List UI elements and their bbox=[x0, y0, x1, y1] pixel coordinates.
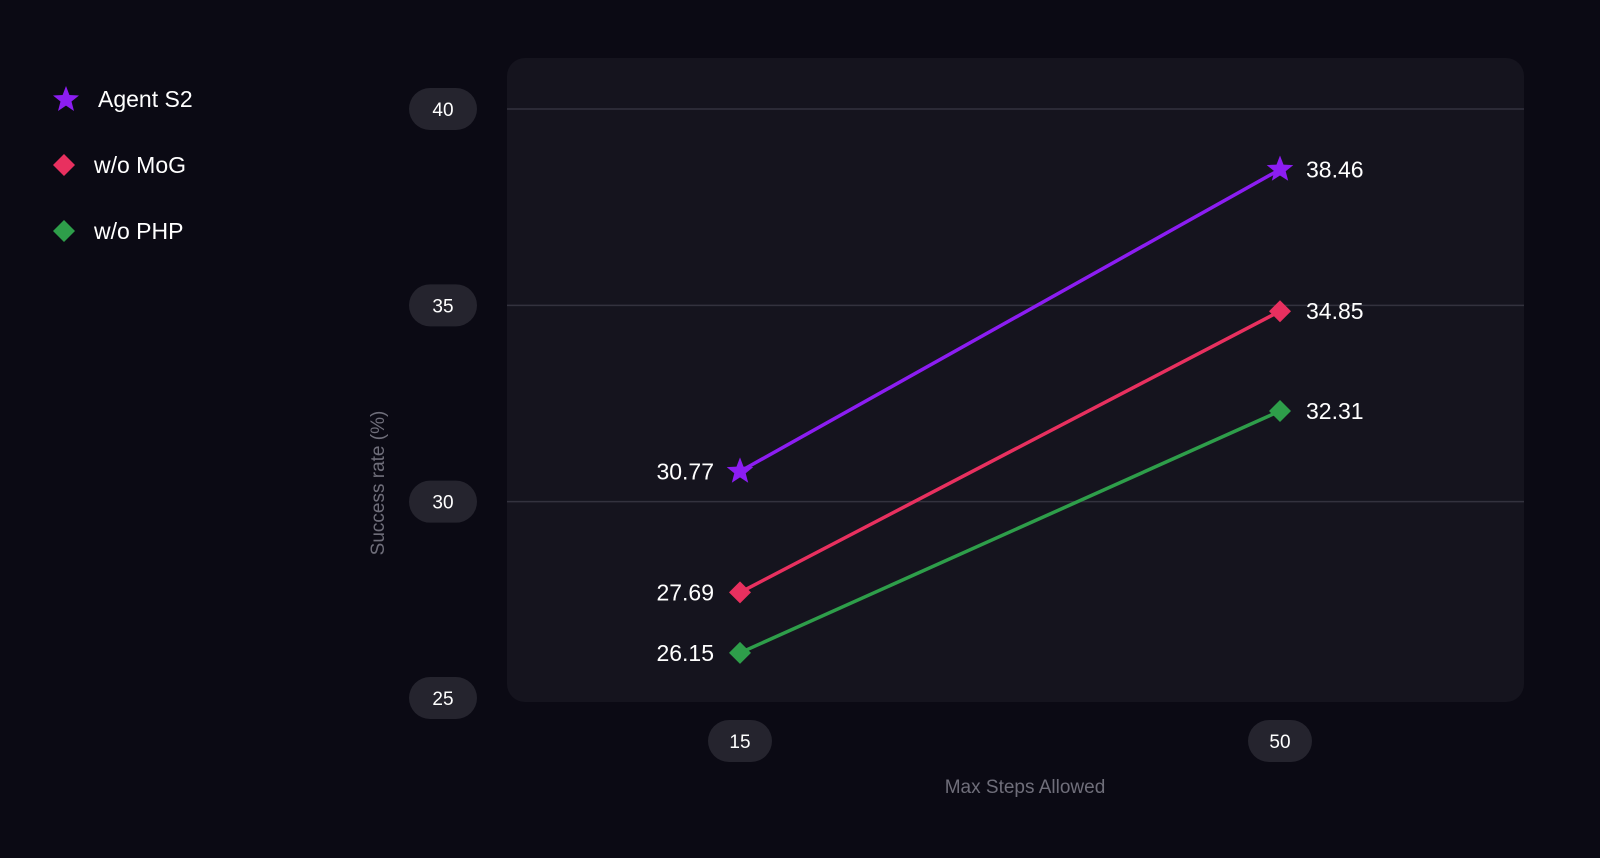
series-line-w-o-mog bbox=[738, 309, 1282, 595]
y-tick-label: 40 bbox=[432, 100, 453, 121]
y-tick-label: 30 bbox=[432, 493, 453, 514]
x-tick-pill bbox=[708, 720, 772, 762]
y-tick-pill bbox=[409, 677, 477, 719]
point-marker bbox=[726, 457, 754, 483]
data-label: 38.46 bbox=[1306, 156, 1364, 182]
x-tick-pill bbox=[1248, 720, 1312, 762]
point-marker bbox=[729, 641, 751, 664]
y-axis-label: Success rate (%) bbox=[368, 411, 389, 556]
y-tick-pill bbox=[409, 284, 477, 327]
point-marker bbox=[729, 581, 751, 604]
point-marker bbox=[1269, 399, 1291, 422]
x-axis-label: Max Steps Allowed bbox=[945, 777, 1106, 798]
data-label: 27.69 bbox=[656, 579, 714, 605]
legend-label: Agent S2 bbox=[98, 85, 193, 112]
legend-label: w/o PHP bbox=[94, 217, 184, 244]
plot-area bbox=[507, 58, 1524, 702]
y-tick-pill bbox=[409, 88, 477, 130]
data-label: 30.77 bbox=[656, 458, 714, 484]
legend-item-wo-php: w/o PHP bbox=[52, 212, 193, 250]
diamond-icon bbox=[53, 220, 75, 242]
data-label: 26.15 bbox=[656, 640, 714, 666]
point-marker bbox=[1269, 300, 1291, 323]
data-label: 34.85 bbox=[1306, 298, 1364, 324]
star-icon bbox=[53, 86, 79, 111]
series-line-w-o-php bbox=[738, 409, 1282, 655]
legend-item-agent-s2: Agent S2 bbox=[52, 80, 193, 118]
data-label: 32.31 bbox=[1306, 398, 1364, 424]
x-tick-label: 15 bbox=[729, 732, 750, 753]
legend-item-wo-mog: w/o MoG bbox=[52, 146, 193, 184]
diamond-icon bbox=[53, 154, 75, 176]
legend-label: w/o MoG bbox=[94, 151, 187, 178]
y-tick-label: 35 bbox=[432, 296, 453, 317]
x-tick-label: 50 bbox=[1269, 732, 1290, 753]
point-marker bbox=[1266, 155, 1294, 181]
series-line-agent-s2 bbox=[738, 167, 1282, 474]
y-tick-pill bbox=[409, 480, 477, 523]
y-tick-label: 25 bbox=[432, 689, 453, 710]
legend: Agent S2 w/o MoG w/o PHP bbox=[52, 80, 193, 250]
